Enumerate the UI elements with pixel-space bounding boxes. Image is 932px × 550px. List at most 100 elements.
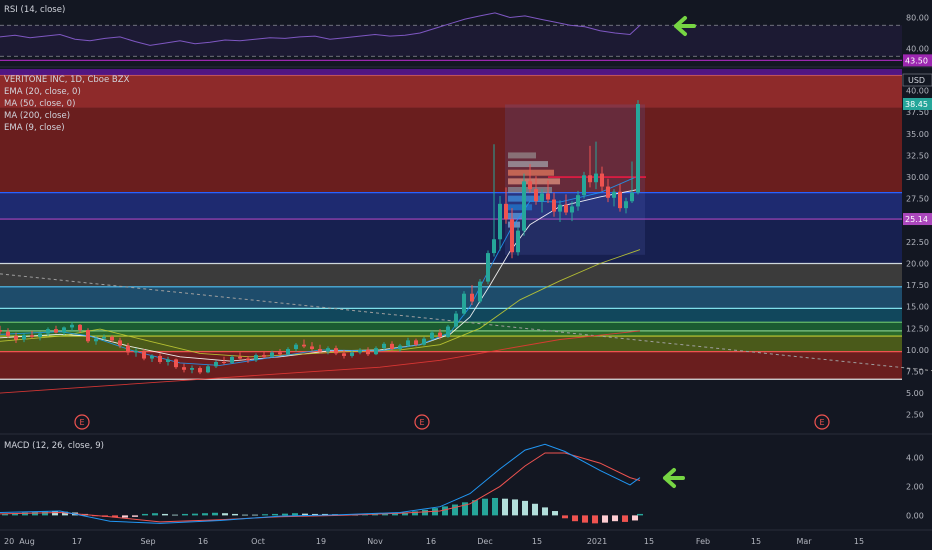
candle-body-11 (86, 330, 90, 342)
candle-body-81 (606, 186, 610, 198)
left-arrow-icon-shape (663, 468, 685, 488)
candle-body-53 (422, 338, 426, 345)
left-arrow-icon-shape (674, 16, 696, 36)
x-tick-5: Oct (251, 537, 265, 546)
candle-body-37 (294, 344, 298, 350)
candle-body-66 (516, 230, 520, 253)
macd-hist-bar-15 (152, 513, 158, 516)
price-title[interactable]: VERITONE INC, 1D, Cboe BZX (4, 75, 130, 85)
macd-hist-bar-64 (637, 513, 643, 516)
candle-body-22 (174, 359, 178, 368)
candle-body-0 (0, 330, 2, 332)
macd-hist-bar-39 (392, 513, 398, 516)
legend-ma50[interactable]: MA (50, close, 0) (4, 99, 76, 109)
candle-body-18 (142, 350, 146, 359)
legend-ma200[interactable]: MA (200, close) (4, 111, 71, 121)
price-tick-3: 10.00 (906, 346, 929, 355)
candle-body-3 (22, 335, 26, 340)
earnings-marker-label-0: E (79, 418, 84, 427)
macd-hist-bar-26 (262, 514, 268, 516)
macd-hist-bar-58 (582, 515, 588, 523)
macd-title[interactable]: MACD (12, 26, close, 9) (4, 441, 104, 451)
candle-body-40 (318, 349, 322, 352)
macd-hist-bar-55 (552, 511, 558, 516)
legend-ema20[interactable]: EMA (20, close, 0) (4, 87, 81, 97)
rsi-title[interactable]: RSI (14, close) (4, 5, 66, 15)
candle-body-61 (486, 253, 490, 282)
macd-hist-bar-45 (452, 504, 458, 516)
macd-hist-bar-63 (632, 515, 638, 521)
x-tick-7: Nov (367, 537, 383, 546)
x-tick-4: 16 (198, 537, 208, 546)
macd-hist-bar-5 (52, 511, 58, 516)
candle-body-31 (246, 358, 250, 361)
price-badge-label-0: 43.50 (905, 56, 928, 65)
macd-hist-bar-20 (202, 513, 208, 516)
macd-hist-bar-28 (282, 513, 288, 516)
x-tick-13: Feb (696, 537, 710, 546)
price-badge-0 (903, 54, 932, 67)
candle-body-43 (342, 353, 346, 356)
x-tick-12: 15 (644, 537, 654, 546)
macd-hist-bar-1 (12, 513, 18, 516)
price-badge-2 (903, 213, 932, 226)
candle-body-69 (534, 189, 538, 202)
candle-body-27 (214, 361, 218, 367)
x-tick-15: Mar (796, 537, 812, 546)
x-tick-16: 15 (854, 537, 864, 546)
legend-ema9[interactable]: EMA (9, close) (4, 123, 65, 133)
macd-hist-bar-54 (542, 507, 548, 516)
candle-body-64 (504, 203, 508, 220)
price-tick-4: 12.50 (906, 324, 929, 333)
zone-3 (0, 219, 902, 264)
candle-body-48 (382, 343, 386, 349)
price-tick-11: 30.00 (906, 173, 929, 182)
candle-body-85 (630, 192, 634, 202)
macd-hist-bar-2 (22, 512, 28, 516)
candle-body-82 (612, 191, 616, 198)
candle-body-5 (38, 333, 42, 337)
macd-hist-bar-27 (272, 513, 278, 516)
candle-body-29 (230, 356, 234, 363)
zone-4 (0, 263, 902, 287)
candle-body-32 (254, 355, 258, 361)
price-tick-0: 2.50 (906, 411, 924, 420)
candle-body-24 (190, 368, 194, 370)
candle-body-10 (78, 324, 82, 331)
macd-hist-bar-12 (122, 515, 128, 518)
price-tick-6: 17.50 (906, 281, 929, 290)
macd-hist-bar-56 (562, 515, 568, 519)
candle-body-50 (398, 345, 402, 350)
volume-profile (505, 104, 645, 255)
candle-body-73 (558, 204, 562, 212)
candle-body-60 (478, 281, 482, 302)
ma-line-1 (0, 249, 641, 358)
rsi-tick-0: 40.00 (906, 45, 929, 54)
x-tick-0: 20 (4, 537, 14, 546)
zone-6 (0, 308, 902, 323)
candle-body-16 (126, 345, 130, 353)
candle-body-75 (570, 206, 574, 213)
x-tick-1: Aug (19, 537, 35, 546)
price-tick-13: 35.00 (906, 130, 929, 139)
candle-body-39 (310, 346, 314, 350)
candle-body-25 (198, 368, 202, 373)
candle-body-47 (374, 348, 378, 355)
macd-tick-1: 2.00 (906, 482, 924, 491)
macd-tick-0: 0.00 (906, 511, 924, 520)
candle-body-1 (6, 331, 10, 337)
candle-body-49 (390, 343, 394, 350)
macd-hist-bar-60 (602, 515, 608, 523)
macd-hist-bar-0 (2, 513, 8, 516)
macd-hist-bar-31 (312, 513, 318, 516)
price-tick-5: 15.00 (906, 303, 929, 312)
zone-9 (0, 336, 902, 352)
x-tick-3: Sep (140, 537, 155, 546)
macd-hist-bar-11 (112, 515, 118, 518)
candle-body-4 (30, 335, 34, 337)
candle-body-62 (492, 239, 496, 254)
rsi-tick-1: 80.00 (906, 14, 929, 23)
zone-1 (0, 107, 902, 193)
macd-hist-bar-23 (232, 513, 238, 516)
